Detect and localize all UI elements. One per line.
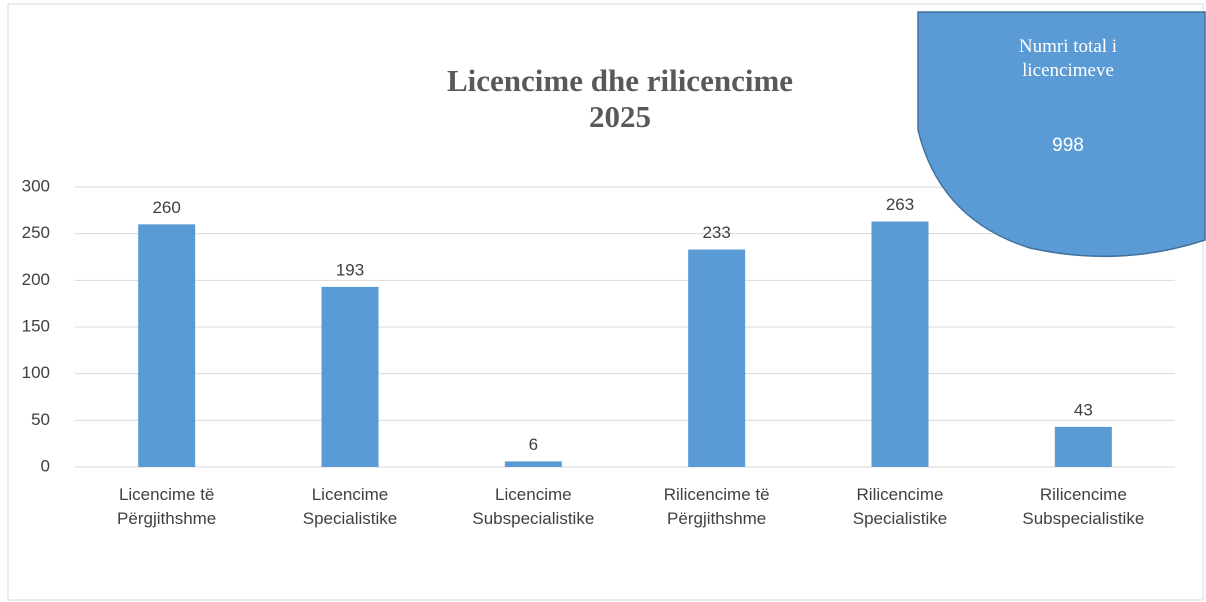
y-tick-label: 200 [22, 270, 50, 289]
data-label: 6 [529, 435, 538, 454]
x-tick-label: Licencime Subspecialistike [472, 485, 594, 528]
data-label: 260 [152, 198, 180, 217]
chart-title: Licencime dhe rilicencime 2025 [447, 63, 793, 134]
bar [1054, 426, 1112, 467]
x-tick-label: Rilicencime të Përgjithshme [664, 485, 770, 528]
y-tick-label: 50 [31, 410, 50, 429]
bar [688, 249, 746, 467]
bar [871, 221, 929, 467]
y-tick-label: 100 [22, 363, 50, 382]
x-tick-label: Rilicencime Subspecialistike [1022, 485, 1144, 528]
y-tick-label: 150 [22, 316, 50, 335]
y-tick-label: 300 [22, 176, 50, 195]
data-label: 233 [702, 223, 730, 242]
x-tick-label: Rilicencime Specialistike [853, 485, 948, 528]
annotation-shape [917, 11, 1206, 258]
bar [321, 286, 379, 467]
data-label: 43 [1074, 400, 1093, 419]
bar [138, 224, 196, 467]
annotation-text: Numri total i licencimeve [1019, 36, 1117, 81]
x-tick-label: Licencime të Përgjithshme [117, 485, 216, 528]
data-label: 263 [886, 195, 914, 214]
data-label: 193 [336, 260, 364, 279]
bar [504, 461, 562, 467]
x-tick-label: Licencime Specialistike [303, 485, 398, 528]
y-tick-label: 250 [22, 223, 50, 242]
y-tick-label: 0 [41, 456, 50, 475]
annotation-value: 998 [1052, 135, 1084, 156]
